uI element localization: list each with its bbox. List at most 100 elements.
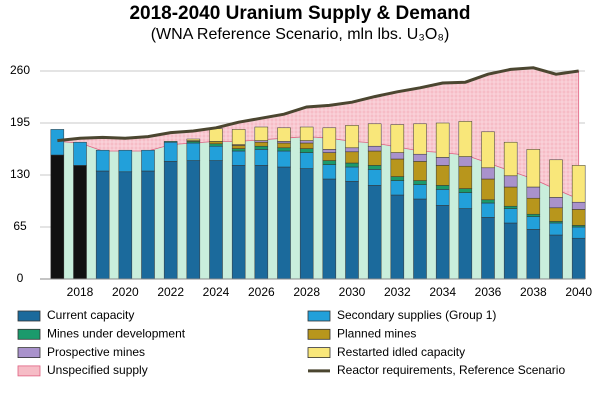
- bar-segment: [503, 222, 518, 280]
- x-tick-label: 2034: [429, 285, 456, 299]
- bar-segment: [390, 158, 405, 177]
- legend-entry: Prospective mines: [47, 345, 145, 359]
- bar-segment: [163, 161, 178, 280]
- x-tick-label: 2038: [520, 285, 547, 299]
- bar-segment: [209, 145, 223, 161]
- bar-segment: [367, 185, 382, 280]
- bar-segment: [254, 141, 269, 147]
- bar-segment: [231, 148, 246, 152]
- x-tick-label: 2022: [157, 285, 184, 299]
- x-tick-label: 2024: [203, 285, 230, 299]
- bar-segment: [322, 164, 337, 180]
- bar-segment: [50, 129, 65, 156]
- bar-segment: [435, 157, 450, 166]
- bar-segment: [413, 123, 427, 155]
- bar-segment: [209, 141, 223, 145]
- bar-segment: [163, 141, 178, 162]
- bar-segment: [345, 151, 359, 164]
- legend-entry: Restarted idled capacity: [337, 345, 465, 359]
- bar-segment: [571, 201, 586, 210]
- bar-segment: [481, 202, 495, 218]
- bar-segment: [390, 176, 405, 181]
- bar-segment: [141, 170, 155, 280]
- legend-entry: Unspecified supply: [47, 363, 148, 377]
- y-tick-label: 0: [17, 271, 24, 285]
- chart-subtitle: (WNA Reference Scenario, mln lbs. U₃O₈): [151, 26, 450, 43]
- bar-segment: [95, 170, 110, 280]
- bar-segment: [481, 199, 495, 204]
- bar-segment: [163, 141, 178, 143]
- bar-segment: [322, 178, 337, 280]
- y-tick-label: 195: [10, 115, 30, 129]
- bar-segment: [231, 145, 246, 149]
- legend-entry: Secondary supplies (Group 1): [337, 308, 496, 322]
- bar-segment: [413, 180, 427, 185]
- reactor-line: [57, 66, 579, 143]
- bar-segment: [345, 147, 359, 153]
- bar-segment: [277, 142, 291, 149]
- bar-segment: [118, 149, 133, 173]
- y-tick-label: 65: [13, 219, 27, 233]
- bar-segment: [526, 213, 541, 217]
- bar-segment: [73, 165, 87, 280]
- bar-segment: [231, 165, 246, 280]
- legend-swatch: [17, 310, 41, 322]
- legend-swatch: [17, 328, 41, 340]
- bar-segment: [571, 226, 586, 239]
- bar-segment: [345, 181, 359, 280]
- bar-segment: [481, 167, 495, 180]
- bar-segment: [73, 141, 87, 166]
- bar-segment: [481, 131, 495, 169]
- bar-segment: [458, 188, 473, 193]
- bar-segment: [231, 129, 246, 145]
- bar-segment: [390, 124, 405, 153]
- bar-segment: [254, 165, 269, 280]
- bar-segment: [254, 126, 269, 141]
- bar-segment: [209, 128, 223, 142]
- bar-segment: [299, 152, 314, 169]
- bar-segment: [186, 160, 201, 280]
- bar-segment: [435, 185, 450, 190]
- bar-segment: [458, 165, 473, 189]
- bar-segment: [458, 208, 473, 280]
- bar-segment: [345, 162, 359, 168]
- bar-segment: [299, 168, 314, 280]
- bar-segment: [367, 123, 382, 147]
- bar-segment: [367, 169, 382, 186]
- x-tick-label: 2018: [67, 285, 94, 299]
- bar-segment: [322, 152, 337, 161]
- bar-segment: [186, 142, 201, 161]
- bar-segment: [367, 150, 382, 166]
- bar-segment: [322, 160, 337, 165]
- legend-swatch: [307, 347, 331, 359]
- bar-segment: [413, 153, 427, 162]
- bar-segment: [526, 149, 541, 188]
- bar-segment: [458, 121, 473, 157]
- bar-segment: [322, 127, 337, 150]
- bar-segment: [209, 143, 223, 147]
- bar-segment: [458, 156, 473, 167]
- bar-segment: [549, 234, 563, 280]
- y-tick-label: 260: [10, 63, 30, 77]
- bar-segment: [209, 160, 223, 280]
- bar-segment: [549, 207, 563, 222]
- bar-segment: [503, 205, 518, 209]
- x-tick-label: 2026: [248, 285, 275, 299]
- bar-segment: [277, 127, 291, 142]
- bar-segment: [186, 138, 201, 141]
- bar-segment: [526, 186, 541, 199]
- bar-segment: [526, 216, 541, 230]
- bar-segment: [413, 184, 427, 200]
- x-tick-label: 2030: [339, 285, 366, 299]
- bar-segment: [458, 192, 473, 209]
- x-tick-label: 2040: [565, 285, 592, 299]
- bar-segment: [95, 149, 110, 172]
- bar-segment: [254, 149, 269, 166]
- legend-entry: Mines under development: [47, 326, 186, 340]
- bar-segment: [526, 229, 541, 280]
- bar-segment: [435, 122, 450, 158]
- bar-segment: [549, 159, 563, 198]
- bar-segment: [571, 209, 586, 226]
- x-tick-label: 2020: [112, 285, 139, 299]
